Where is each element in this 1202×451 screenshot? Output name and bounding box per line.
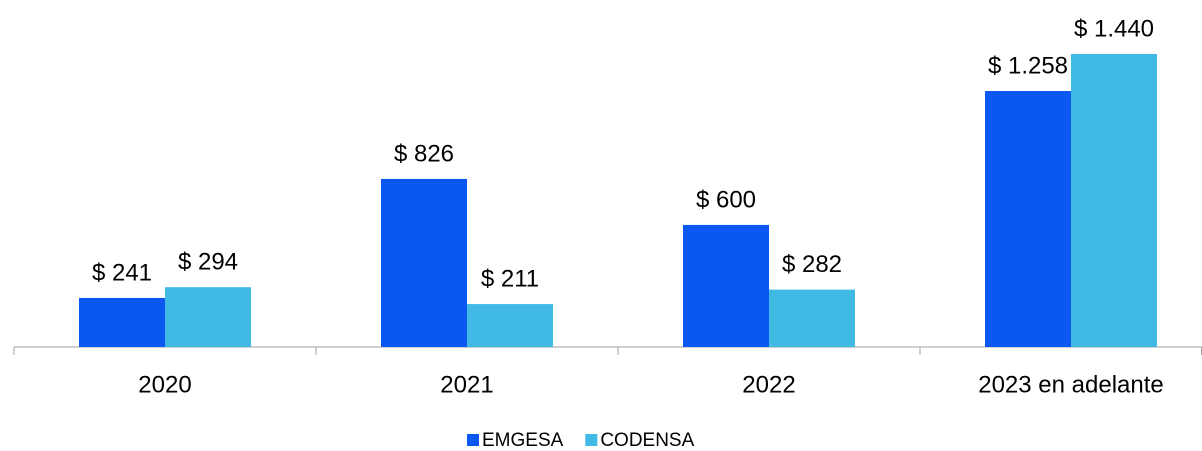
bar: [165, 287, 251, 347]
bar: [1071, 54, 1157, 347]
value-label: $ 600: [696, 186, 756, 213]
x-tick-label: 2021: [440, 371, 493, 398]
value-label: $ 1.258: [988, 52, 1068, 79]
x-tick-label: 2023 en adelante: [978, 371, 1164, 398]
bar: [769, 289, 855, 347]
bar: [381, 178, 467, 347]
value-label: $ 826: [394, 140, 454, 167]
value-label: $ 1.440: [1074, 15, 1154, 42]
x-tick-label: 2020: [138, 371, 191, 398]
value-label: $ 241: [92, 259, 152, 286]
value-label: $ 211: [481, 265, 539, 292]
x-tick-label: 2022: [742, 371, 795, 398]
value-label: $ 294: [178, 249, 238, 276]
legend-label: CODENSA: [600, 430, 694, 451]
bar: [79, 297, 165, 347]
bar: [683, 224, 769, 347]
bar: [985, 91, 1071, 347]
bar: [467, 304, 553, 347]
legend-swatch: [467, 434, 479, 446]
legend-label: EMGESA: [482, 430, 564, 451]
value-label: $ 282: [782, 251, 842, 278]
legend-swatch: [585, 434, 598, 446]
